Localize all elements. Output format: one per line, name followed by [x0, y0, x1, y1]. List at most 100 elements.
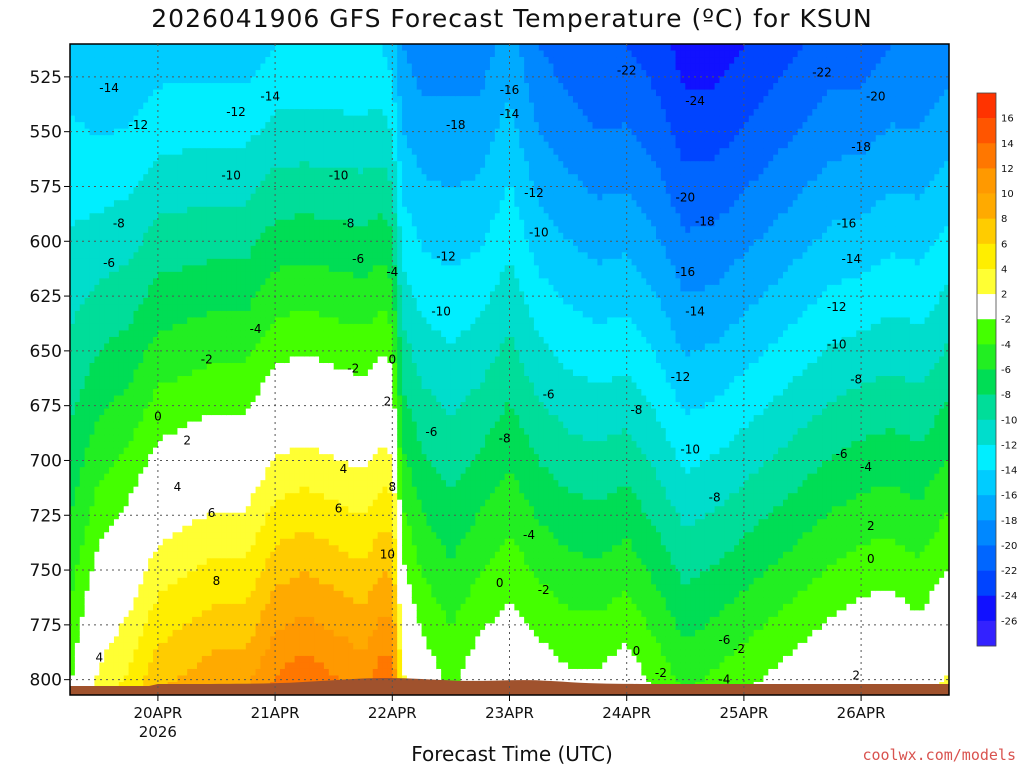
temperature-cell — [279, 239, 286, 247]
temperature-cell — [250, 473, 257, 481]
temperature-cell — [221, 174, 227, 182]
temperature-cell — [265, 545, 271, 553]
temperature-cell — [221, 558, 227, 566]
temperature-cell — [153, 96, 159, 104]
temperature-cell — [113, 467, 120, 475]
temperature-cell — [250, 57, 257, 65]
temperature-cell — [192, 206, 198, 214]
temperature-cell — [143, 180, 149, 188]
temperature-cell — [157, 206, 164, 214]
temperature-cell — [94, 369, 100, 377]
temperature-cell — [143, 200, 149, 208]
temperature-cell — [226, 597, 232, 605]
temperature-cell — [118, 193, 125, 201]
temperature-cell — [148, 551, 154, 559]
temperature-cell — [236, 675, 242, 683]
temperature-cell — [84, 317, 91, 325]
temperature-cell — [240, 330, 247, 338]
temperature-cell — [211, 642, 218, 651]
temperature-cell — [167, 636, 174, 644]
temperature-cell — [133, 128, 139, 136]
temperature-cell — [309, 467, 315, 475]
temperature-cell — [84, 473, 91, 481]
temperature-cell — [211, 271, 218, 279]
temperature-cell — [148, 330, 154, 338]
temperature-cell — [240, 649, 247, 657]
temperature-cell — [89, 402, 96, 410]
temperature-cell — [260, 428, 266, 436]
temperature-cell — [275, 525, 281, 533]
temperature-cell — [89, 571, 96, 579]
temperature-cell — [70, 213, 76, 221]
temperature-cell — [70, 135, 76, 143]
temperature-cell — [104, 603, 110, 611]
temperature-cell — [284, 525, 291, 533]
temperature-cell — [128, 668, 135, 677]
temperature-cell — [231, 532, 237, 540]
temperature-cell — [74, 252, 81, 260]
temperature-cell — [299, 265, 305, 273]
temperature-cell — [94, 323, 100, 332]
temperature-cell — [157, 538, 164, 546]
temperature-cell — [153, 629, 159, 638]
temperature-cell — [177, 642, 183, 651]
temperature-cell — [138, 519, 144, 527]
temperature-cell — [138, 499, 144, 507]
temperature-cell — [128, 551, 135, 559]
temperature-cell — [201, 232, 208, 240]
temperature-cell — [255, 122, 262, 130]
temperature-cell — [128, 232, 135, 240]
temperature-cell — [304, 76, 310, 84]
temperature-cell — [216, 141, 222, 149]
temperature-cell — [70, 558, 76, 566]
temperature-cell — [157, 63, 164, 71]
temperature-cell — [113, 232, 120, 240]
temperature-cell — [167, 506, 174, 514]
temperature-cell — [162, 538, 169, 546]
temperature-cell — [231, 252, 237, 260]
temperature-cell — [309, 655, 315, 664]
temperature-cell — [123, 532, 130, 540]
temperature-cell — [299, 245, 305, 253]
temperature-cell — [182, 304, 188, 312]
temperature-cell — [294, 369, 301, 377]
temperature-cell — [245, 96, 252, 104]
temperature-cell — [113, 629, 120, 638]
temperature-cell — [157, 70, 164, 78]
temperature-cell — [231, 180, 237, 188]
temperature-cell — [167, 460, 174, 468]
temperature-cell — [84, 206, 91, 214]
temperature-cell — [216, 597, 222, 605]
temperature-cell — [270, 304, 276, 312]
temperature-cell — [284, 473, 291, 481]
temperature-cell — [284, 428, 291, 436]
temperature-cell — [299, 141, 305, 149]
temperature-cell — [70, 232, 76, 240]
temperature-cell — [148, 265, 154, 273]
temperature-cell — [294, 258, 301, 266]
temperature-cell — [294, 512, 301, 520]
temperature-cell — [196, 187, 203, 195]
temperature-cell — [113, 454, 120, 462]
temperature-cell — [167, 135, 174, 143]
temperature-cell — [196, 330, 203, 338]
temperature-cell — [143, 636, 149, 644]
temperature-cell — [231, 323, 237, 332]
temperature-cell — [221, 317, 227, 325]
temperature-cell — [216, 382, 222, 390]
temperature-cell — [211, 571, 218, 579]
temperature-cell — [245, 57, 252, 65]
temperature-cell — [138, 278, 144, 286]
temperature-cell — [196, 538, 203, 546]
temperature-cell — [148, 200, 154, 208]
temperature-cell — [275, 428, 281, 436]
temperature-cell — [94, 187, 100, 195]
temperature-cell — [113, 480, 120, 488]
temperature-cell — [84, 323, 91, 332]
temperature-cell — [153, 349, 159, 358]
temperature-cell — [182, 213, 188, 221]
temperature-cell — [196, 154, 203, 162]
temperature-cell — [109, 141, 115, 149]
temperature-cell — [70, 161, 76, 169]
temperature-cell — [94, 265, 100, 273]
